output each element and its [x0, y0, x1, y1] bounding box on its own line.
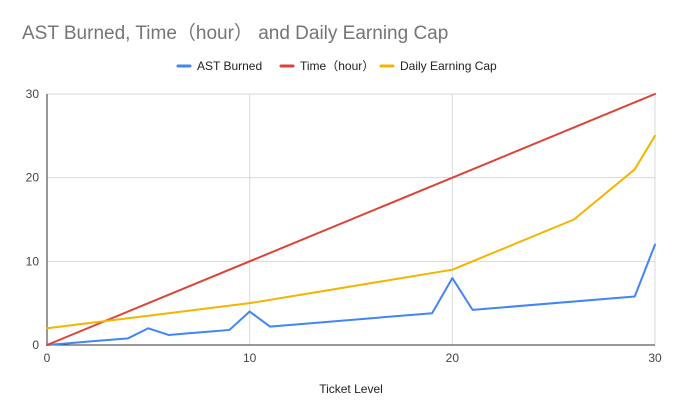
x-tick-label: 20 [446, 351, 460, 365]
y-tick-label: 30 [26, 87, 40, 101]
series-line-3 [46, 134, 656, 330]
legend-label: Daily Earning Cap [400, 59, 497, 73]
legend-label: AST Burned [197, 59, 262, 73]
x-tick-label: 30 [648, 351, 662, 365]
x-tick-label: 10 [243, 351, 257, 365]
y-tick-label: 0 [32, 338, 39, 352]
series-line-1 [46, 243, 656, 346]
x-axis-label: Ticket Level [319, 382, 383, 396]
chart-title: AST Burned, Time（hour） and Daily Earning… [22, 23, 449, 44]
y-tick-label: 10 [26, 254, 40, 268]
x-tick-label: 0 [44, 351, 51, 365]
series-line-2 [46, 93, 656, 346]
legend-label: Time（hour） [300, 59, 374, 73]
y-tick-label: 20 [26, 171, 40, 185]
